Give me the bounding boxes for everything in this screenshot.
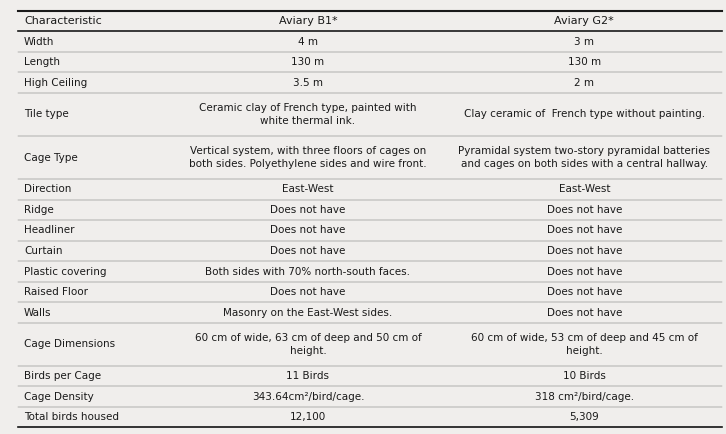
Text: 11 Birds: 11 Birds — [287, 371, 330, 381]
Text: 60 cm of wide, 53 cm of deep and 45 cm of
height.: 60 cm of wide, 53 cm of deep and 45 cm o… — [471, 333, 698, 356]
Text: 4 m: 4 m — [298, 36, 318, 46]
Text: Does not have: Does not have — [547, 308, 622, 318]
Text: Does not have: Does not have — [547, 246, 622, 256]
Text: Ceramic clay of French type, painted with
white thermal ink.: Ceramic clay of French type, painted wit… — [199, 103, 417, 126]
Text: East-West: East-West — [558, 184, 610, 194]
Text: Does not have: Does not have — [547, 266, 622, 276]
Text: Does not have: Does not have — [270, 287, 346, 297]
Text: Pyramidal system two-story pyramidal batteries
and cages on both sides with a ce: Pyramidal system two-story pyramidal bat… — [458, 146, 710, 169]
Text: Headliner: Headliner — [24, 225, 75, 236]
Text: Birds per Cage: Birds per Cage — [24, 371, 101, 381]
Text: 5,309: 5,309 — [569, 412, 599, 422]
Text: East-West: East-West — [282, 184, 334, 194]
Text: Both sides with 70% north-south faces.: Both sides with 70% north-south faces. — [205, 266, 410, 276]
Text: Does not have: Does not have — [547, 225, 622, 236]
Text: Raised Floor: Raised Floor — [24, 287, 88, 297]
Text: Cage Density: Cage Density — [24, 392, 94, 402]
Text: Characteristic: Characteristic — [24, 16, 102, 26]
Text: High Ceiling: High Ceiling — [24, 78, 87, 88]
Text: Ridge: Ridge — [24, 205, 54, 215]
Text: Cage Dimensions: Cage Dimensions — [24, 339, 115, 349]
Text: 3 m: 3 m — [574, 36, 595, 46]
Text: Masonry on the East-West sides.: Masonry on the East-West sides. — [224, 308, 393, 318]
Text: 2 m: 2 m — [574, 78, 595, 88]
Text: Total birds housed: Total birds housed — [24, 412, 119, 422]
Text: Length: Length — [24, 57, 60, 67]
Text: Aviary G2*: Aviary G2* — [555, 16, 614, 26]
Text: Direction: Direction — [24, 184, 71, 194]
Text: Plastic covering: Plastic covering — [24, 266, 107, 276]
Text: Does not have: Does not have — [270, 225, 346, 236]
Text: Does not have: Does not have — [270, 205, 346, 215]
Text: Does not have: Does not have — [270, 246, 346, 256]
Text: Does not have: Does not have — [547, 287, 622, 297]
Text: 130 m: 130 m — [568, 57, 601, 67]
Text: Clay ceramic of  French type without painting.: Clay ceramic of French type without pain… — [464, 109, 705, 119]
Text: 3.5 m: 3.5 m — [293, 78, 323, 88]
Text: Tile type: Tile type — [24, 109, 69, 119]
Text: Width: Width — [24, 36, 54, 46]
Text: 318 cm²/bird/cage.: 318 cm²/bird/cage. — [535, 392, 634, 402]
Text: 60 cm of wide, 63 cm of deep and 50 cm of
height.: 60 cm of wide, 63 cm of deep and 50 cm o… — [195, 333, 421, 356]
Text: 343.64cm²/bird/cage.: 343.64cm²/bird/cage. — [252, 392, 364, 402]
Text: Aviary B1*: Aviary B1* — [279, 16, 338, 26]
Text: 10 Birds: 10 Birds — [563, 371, 605, 381]
Text: 12,100: 12,100 — [290, 412, 326, 422]
Text: Cage Type: Cage Type — [24, 153, 78, 163]
Text: Curtain: Curtain — [24, 246, 62, 256]
Text: Walls: Walls — [24, 308, 52, 318]
Text: Does not have: Does not have — [547, 205, 622, 215]
Text: 130 m: 130 m — [291, 57, 325, 67]
Text: Vertical system, with three floors of cages on
both sides. Polyethylene sides an: Vertical system, with three floors of ca… — [189, 146, 427, 169]
